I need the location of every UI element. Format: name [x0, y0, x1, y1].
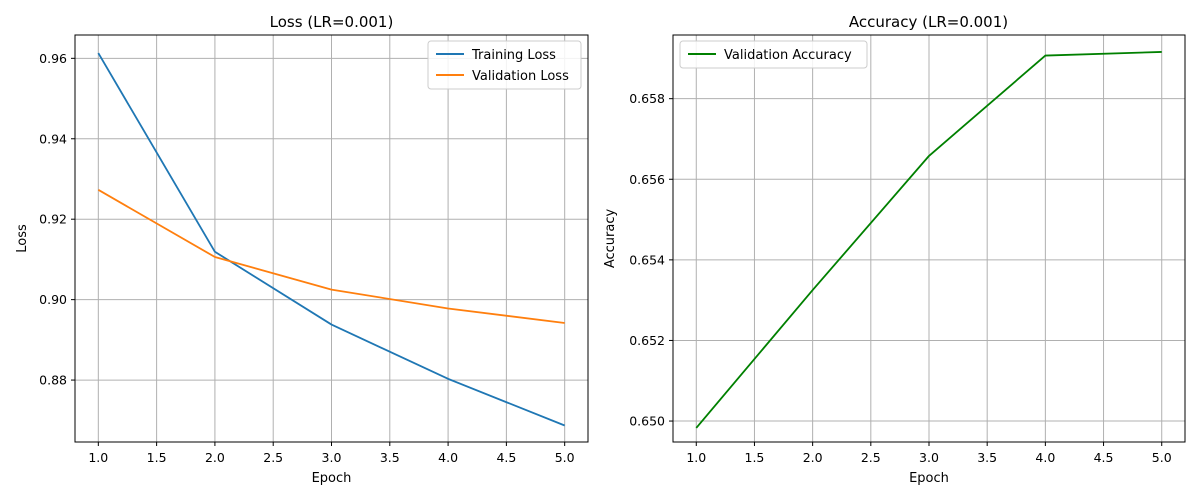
accuracy-x-tick-label: 5.0 — [1152, 450, 1172, 465]
accuracy-y-tick-label: 0.658 — [629, 91, 665, 106]
accuracy-x-tick-label: 1.5 — [745, 450, 765, 465]
accuracy-x-tick-label: 1.0 — [686, 450, 706, 465]
accuracy-x-axis-label: Epoch — [909, 471, 949, 486]
accuracy-x-tick-label: 3.5 — [977, 450, 997, 465]
loss-x-tick-label: 4.5 — [496, 450, 516, 465]
loss-y-tick-label: 0.88 — [39, 373, 67, 388]
accuracy-y-tick-label: 0.654 — [629, 252, 665, 267]
loss-y-tick-label: 0.92 — [39, 212, 67, 227]
loss-y-tick-label: 0.94 — [39, 131, 67, 146]
loss-x-tick-label: 1.5 — [147, 450, 167, 465]
loss-chart-title: Loss (LR=0.001) — [270, 13, 394, 31]
accuracy-y-tick-label: 0.652 — [629, 333, 665, 348]
loss-x-tick-label: 1.0 — [88, 450, 108, 465]
loss-legend[interactable]: Training Loss Validation Loss — [427, 40, 582, 90]
loss-series — [97, 52, 566, 427]
accuracy-x-tick-label: 3.0 — [919, 450, 939, 465]
loss-y-tick-label: 0.96 — [39, 51, 67, 66]
loss-x-tick-label: 2.0 — [205, 450, 225, 465]
accuracy-x-tick-label: 2.0 — [803, 450, 823, 465]
accuracy-y-tick-label: 0.656 — [629, 172, 665, 187]
accuracy-legend[interactable]: Validation Accuracy — [679, 40, 868, 69]
legend-label-validation-loss: Validation Loss — [472, 69, 569, 84]
loss-chart: Loss (LR=0.001) 1.0 1.5 2.0 2.5 3.0 3.5 4.0 4.5… — [15, 13, 589, 486]
loss-legend-box — [427, 40, 582, 90]
accuracy-chart: Accuracy (LR=0.001) 1.0 1.5 2.0 2.5 3.0 3.5 4.… — [603, 13, 1186, 486]
loss-y-ticks: 0.88 0.90 0.92 0.94 0.96 — [39, 51, 75, 388]
accuracy-y-ticks: 0.650 0.652 0.654 0.656 0.658 — [629, 91, 673, 429]
loss-x-axis-label: Epoch — [312, 471, 352, 486]
loss-x-tick-label: 3.0 — [322, 450, 342, 465]
accuracy-legend-box — [679, 40, 868, 69]
legend-label-validation-accuracy: Validation Accuracy — [724, 48, 852, 63]
accuracy-x-tick-label: 2.5 — [861, 450, 881, 465]
loss-x-tick-label: 2.5 — [263, 450, 283, 465]
accuracy-grid — [673, 35, 1185, 442]
accuracy-x-ticks: 1.0 1.5 2.0 2.5 3.0 3.5 4.0 4.5 5.0 — [686, 442, 1172, 465]
accuracy-x-tick-label: 4.0 — [1035, 450, 1055, 465]
series-line-validation-loss — [97, 189, 565, 324]
legend-label-training-loss: Training Loss — [471, 48, 556, 63]
loss-x-tick-label: 4.0 — [438, 450, 458, 465]
loss-y-axis-label: Loss — [15, 224, 30, 253]
accuracy-y-axis-label: Accuracy — [603, 209, 618, 269]
loss-y-tick-label: 0.90 — [39, 292, 67, 307]
accuracy-chart-title: Accuracy (LR=0.001) — [849, 13, 1008, 31]
loss-x-tick-label: 3.5 — [380, 450, 400, 465]
loss-x-ticks: 1.0 1.5 2.0 2.5 3.0 3.5 4.0 4.5 5.0 — [88, 442, 575, 465]
series-line-validation-accuracy — [695, 51, 1162, 429]
accuracy-y-tick-label: 0.650 — [629, 414, 665, 429]
loss-x-tick-label: 5.0 — [555, 450, 575, 465]
loss-grid — [75, 35, 588, 442]
series-line-training-loss — [97, 52, 566, 427]
accuracy-series — [695, 51, 1162, 429]
accuracy-x-tick-label: 4.5 — [1094, 450, 1114, 465]
